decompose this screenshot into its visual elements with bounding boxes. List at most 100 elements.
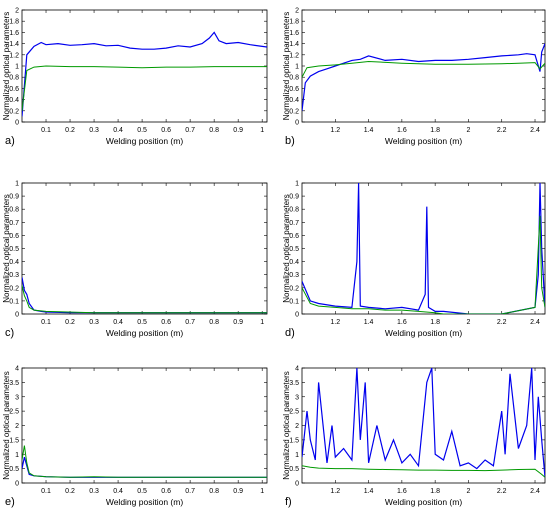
y-tick-label: 0.5: [289, 466, 299, 473]
x-tick-label: 0.7: [185, 488, 195, 495]
x-axis-label: Welding position (m): [106, 136, 183, 146]
y-axis-label: Normalized optical parameters: [282, 12, 291, 121]
x-axis-label: Welding position (m): [106, 497, 183, 507]
series-line-0: [22, 277, 267, 314]
x-tick-label: 0.7: [185, 319, 195, 326]
y-tick-label: 1.2: [289, 52, 299, 59]
x-tick-label: 2.4: [530, 127, 540, 134]
y-tick-label: 0.2: [9, 285, 19, 292]
x-tick-label: 1.8: [430, 488, 440, 495]
x-tick-label: 1.8: [430, 127, 440, 134]
y-tick-label: 0.8: [9, 75, 19, 82]
x-tick-label: 0.4: [113, 319, 123, 326]
panel-label: a): [5, 135, 15, 147]
y-tick-label: 0.5: [289, 246, 299, 253]
x-tick-label: 1.2: [330, 319, 340, 326]
y-tick-label: 0: [295, 120, 299, 127]
y-tick-label: 1: [295, 64, 299, 71]
x-tick-label: 0.5: [137, 127, 147, 134]
y-tick-label: 1: [295, 452, 299, 459]
panel-1: 0 0.2 0.4 0.6 0.8 1 1.2 1.4 1.6 1.8 2 1.2 1.4 1.6 1.8 2…: [282, 8, 546, 147]
x-tick-label: 2.4: [530, 488, 540, 495]
x-axis-label: Welding position (m): [385, 328, 462, 338]
y-tick-label: 1.8: [289, 19, 299, 26]
y-axis-label: Normalized optical parameters: [282, 371, 291, 480]
y-tick-label: 0.2: [289, 108, 299, 115]
y-tick-label: 1: [15, 64, 19, 71]
y-tick-label: 0.8: [289, 75, 299, 82]
y-tick-label: 4: [295, 366, 299, 373]
panel-2: 0 0.1 0.2 0.3 0.4 0.5 0.6 0.7 0.8 0.9 1 0.1 0.2 0.3 0.…: [2, 181, 268, 339]
series-line-1: [22, 445, 267, 478]
x-tick-label: 0.2: [65, 127, 75, 134]
y-tick-label: 0.5: [9, 246, 19, 253]
x-axis-label: Welding position (m): [385, 136, 462, 146]
series-line-1: [302, 465, 545, 478]
y-tick-label: 1: [295, 181, 299, 188]
x-tick-label: 1.2: [330, 488, 340, 495]
x-tick-label: 0.4: [113, 488, 123, 495]
y-tick-label: 4: [15, 366, 19, 373]
panel-3: 0 0.1 0.2 0.3 0.4 0.5 0.6 0.7 0.8 0.9 1 1.2 1.4 1.6 1.…: [282, 181, 546, 339]
series-line-0: [302, 43, 545, 111]
y-tick-label: 0.6: [289, 86, 299, 93]
x-tick-label: 1.6: [397, 488, 407, 495]
y-tick-label: 0: [15, 481, 19, 488]
x-tick-label: 1.6: [397, 127, 407, 134]
x-tick-label: 0.1: [41, 488, 51, 495]
y-tick-label: 0.1: [289, 298, 299, 305]
panel-label: c): [5, 327, 14, 339]
x-tick-label: 1.4: [364, 127, 374, 134]
y-tick-label: 1.5: [289, 437, 299, 444]
x-tick-label: 1.4: [364, 488, 374, 495]
x-tick-label: 0.4: [113, 127, 123, 134]
series-line-0: [22, 456, 267, 478]
y-tick-label: 2: [15, 423, 19, 430]
series-line-1: [302, 60, 545, 78]
x-tick-label: 0.7: [185, 127, 195, 134]
y-tick-label: 2: [295, 423, 299, 430]
y-tick-label: 1.2: [9, 52, 19, 59]
x-tick-label: 0.6: [161, 319, 171, 326]
y-tick-label: 0.3: [289, 272, 299, 279]
y-tick-label: 0.9: [289, 194, 299, 201]
y-axis-label: Normalized optical parameters: [2, 371, 11, 480]
y-tick-label: 2: [295, 8, 299, 15]
x-tick-label: 2.2: [497, 488, 507, 495]
plot-frame: [301, 182, 546, 315]
panel-5: 0 0.5 1 1.5 2 2.5 3 3.5 4 1.2 1.4 1.6 1.8 2 2.2 2.4 Weld…: [282, 366, 546, 508]
x-tick-label: 2: [466, 488, 470, 495]
y-axis-label: Normalized optical parameters: [2, 12, 11, 121]
series-line-0: [302, 183, 545, 314]
y-tick-label: 0.4: [9, 97, 19, 104]
y-tick-label: 0.8: [289, 207, 299, 214]
y-tick-label: 0.4: [289, 97, 299, 104]
y-tick-label: 0: [295, 312, 299, 319]
y-tick-label: 0.4: [289, 259, 299, 266]
x-tick-label: 0.2: [65, 488, 75, 495]
y-tick-label: 0.6: [9, 86, 19, 93]
y-tick-label: 3.5: [9, 380, 19, 387]
y-tick-label: 0.2: [9, 108, 19, 115]
y-tick-label: 0.7: [9, 220, 19, 227]
x-tick-label: 0.8: [209, 488, 219, 495]
y-tick-label: 1.4: [289, 41, 299, 48]
y-tick-label: 0.7: [289, 220, 299, 227]
plot-frame: [301, 367, 546, 484]
y-tick-label: 0: [15, 312, 19, 319]
y-tick-label: 1: [15, 181, 19, 188]
series-line-1: [22, 65, 267, 111]
series-line-0: [302, 368, 545, 478]
panel-4: 0 0.5 1 1.5 2 2.5 3 3.5 4 0.1 0.2 0.3 0.4 0.5 0.6 0.7 0.…: [2, 366, 268, 508]
panel-label: b): [285, 135, 295, 147]
panel-0: 0 0.2 0.4 0.6 0.8 1 1.2 1.4 1.6 1.8 2 0.1 0.2 0.3 0.4 0…: [2, 8, 268, 147]
x-tick-label: 0.5: [137, 488, 147, 495]
y-axis-label: Normalized optical parameters: [2, 194, 11, 303]
x-tick-label: 0.8: [209, 319, 219, 326]
y-tick-label: 3.5: [289, 380, 299, 387]
x-tick-label: 1: [260, 127, 264, 134]
x-tick-label: 1.8: [430, 319, 440, 326]
y-tick-label: 0.5: [9, 466, 19, 473]
plot-frame: [21, 182, 268, 315]
